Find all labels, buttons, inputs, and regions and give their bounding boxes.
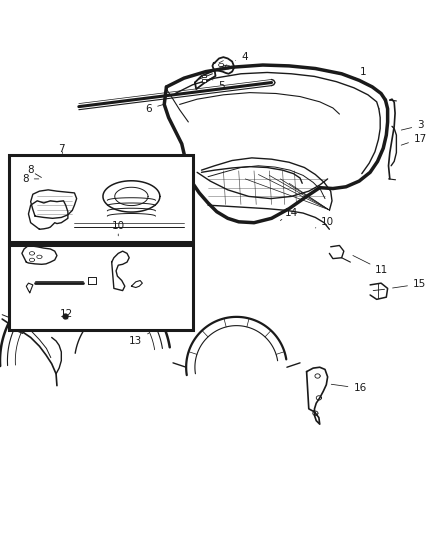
Text: 4: 4 (236, 52, 248, 62)
Text: 3: 3 (401, 120, 424, 131)
Text: 5: 5 (212, 80, 225, 91)
Text: 14: 14 (280, 208, 298, 221)
Bar (9, 246, 193, 330)
Text: 16: 16 (331, 383, 367, 393)
Text: 11: 11 (353, 255, 389, 275)
Text: 13: 13 (129, 333, 149, 346)
Text: 6: 6 (145, 104, 164, 114)
Bar (9, 155, 193, 243)
Text: 8: 8 (27, 165, 34, 175)
Text: 15: 15 (392, 279, 426, 289)
Text: 12: 12 (60, 309, 73, 319)
Text: 7: 7 (58, 144, 65, 154)
Text: 1: 1 (355, 67, 367, 78)
Text: 17: 17 (401, 134, 427, 145)
Text: 10: 10 (112, 221, 125, 236)
Bar (202, 79, 206, 82)
Bar (202, 75, 206, 77)
Text: 8: 8 (22, 174, 39, 184)
Text: 10: 10 (315, 217, 334, 228)
